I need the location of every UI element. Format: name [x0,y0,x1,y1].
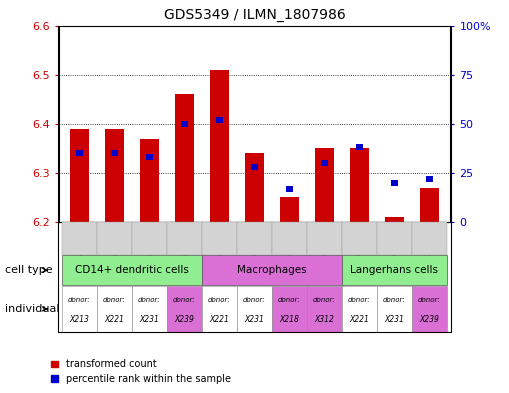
Text: cell type: cell type [5,265,53,275]
Bar [280,198,299,222]
Text: CD14+ dendritic cells: CD14+ dendritic cells [75,265,189,275]
Text: donor:: donor: [173,297,196,303]
Bar [110,151,119,156]
Bar [146,154,153,160]
Bar [76,151,83,156]
Text: Macrophages: Macrophages [237,265,307,275]
Text: X231: X231 [244,315,265,323]
Text: donor:: donor: [208,297,231,303]
Bar [426,176,433,182]
Text: donor:: donor: [278,297,301,303]
Text: X221: X221 [350,315,370,323]
Text: donor:: donor: [383,297,406,303]
Text: donor:: donor: [138,297,161,303]
Text: donor:: donor: [418,297,441,303]
Bar [216,117,223,123]
Bar [356,144,363,150]
Text: X221: X221 [210,315,230,323]
Text: X239: X239 [419,315,439,323]
Text: X221: X221 [104,315,125,323]
Bar [420,188,439,222]
Text: X231: X231 [384,315,405,323]
Bar [321,160,328,166]
Title: GDS5349 / ILMN_1807986: GDS5349 / ILMN_1807986 [163,8,346,22]
Legend: transformed count, percentile rank within the sample: transformed count, percentile rank withi… [51,359,231,384]
Text: Langerhans cells: Langerhans cells [351,265,438,275]
Text: individual: individual [5,304,60,314]
Bar [175,94,194,222]
Bar [390,180,399,186]
Bar [105,129,124,222]
Bar [286,186,293,192]
Bar [315,149,334,222]
Text: donor:: donor: [103,297,126,303]
Bar [250,164,259,170]
Text: donor:: donor: [243,297,266,303]
Bar [350,149,369,222]
Text: donor:: donor: [348,297,371,303]
Bar [385,217,404,222]
Bar [140,138,159,222]
Bar [181,121,188,127]
Text: X231: X231 [139,315,159,323]
Text: donor:: donor: [313,297,336,303]
Bar [210,70,229,222]
Text: X312: X312 [315,315,334,323]
Text: donor:: donor: [68,297,91,303]
Text: X239: X239 [175,315,194,323]
Bar [245,153,264,222]
Text: X218: X218 [279,315,299,323]
Text: X213: X213 [70,315,90,323]
Bar [70,129,89,222]
